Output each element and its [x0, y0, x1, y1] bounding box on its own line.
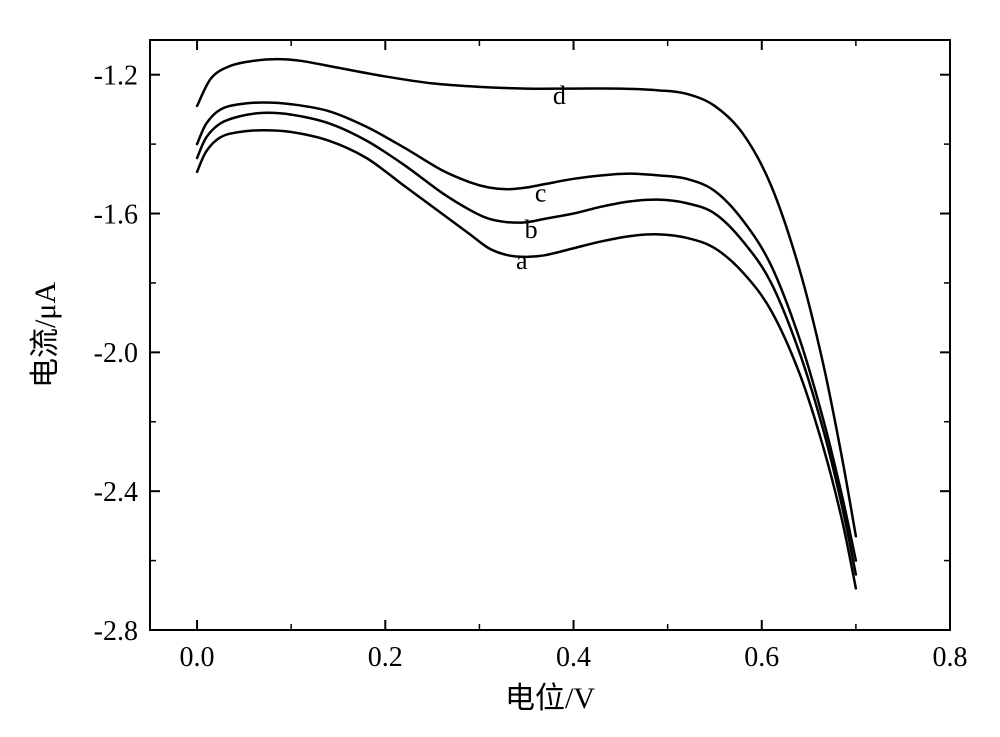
x-axis-label: 电位/V	[505, 682, 595, 715]
x-tick-label: 0.0	[180, 642, 215, 673]
chart-container: 0.0 0.2 0.4 0.6 0.8 电位/V -1.2 -1.6 -2.0 -2.4 -2.8 电…	[0, 0, 1000, 737]
chart-svg: 0.0 0.2 0.4 0.6 0.8 电位/V -1.2 -1.6 -2.0 -2.4 -2.8 电…	[0, 0, 1000, 737]
series-label-b: b	[525, 215, 538, 244]
x-tick-label: 0.6	[744, 642, 779, 673]
y-tick-label: -2.4	[94, 477, 138, 508]
y-tick-label: -2.0	[94, 338, 138, 369]
x-tick-label: 0.4	[556, 642, 591, 673]
y-tick-label: -1.2	[94, 61, 138, 92]
y-tick-label: -1.6	[94, 199, 138, 230]
x-tick-label: 0.2	[368, 642, 403, 673]
series-label-c: c	[535, 178, 547, 207]
y-axis-label: 电流/μA	[29, 282, 62, 388]
series-label-a: a	[516, 246, 528, 275]
series-label-d: d	[553, 81, 566, 110]
y-tick-label: -2.8	[94, 616, 138, 647]
x-tick-label: 0.8	[933, 642, 968, 673]
